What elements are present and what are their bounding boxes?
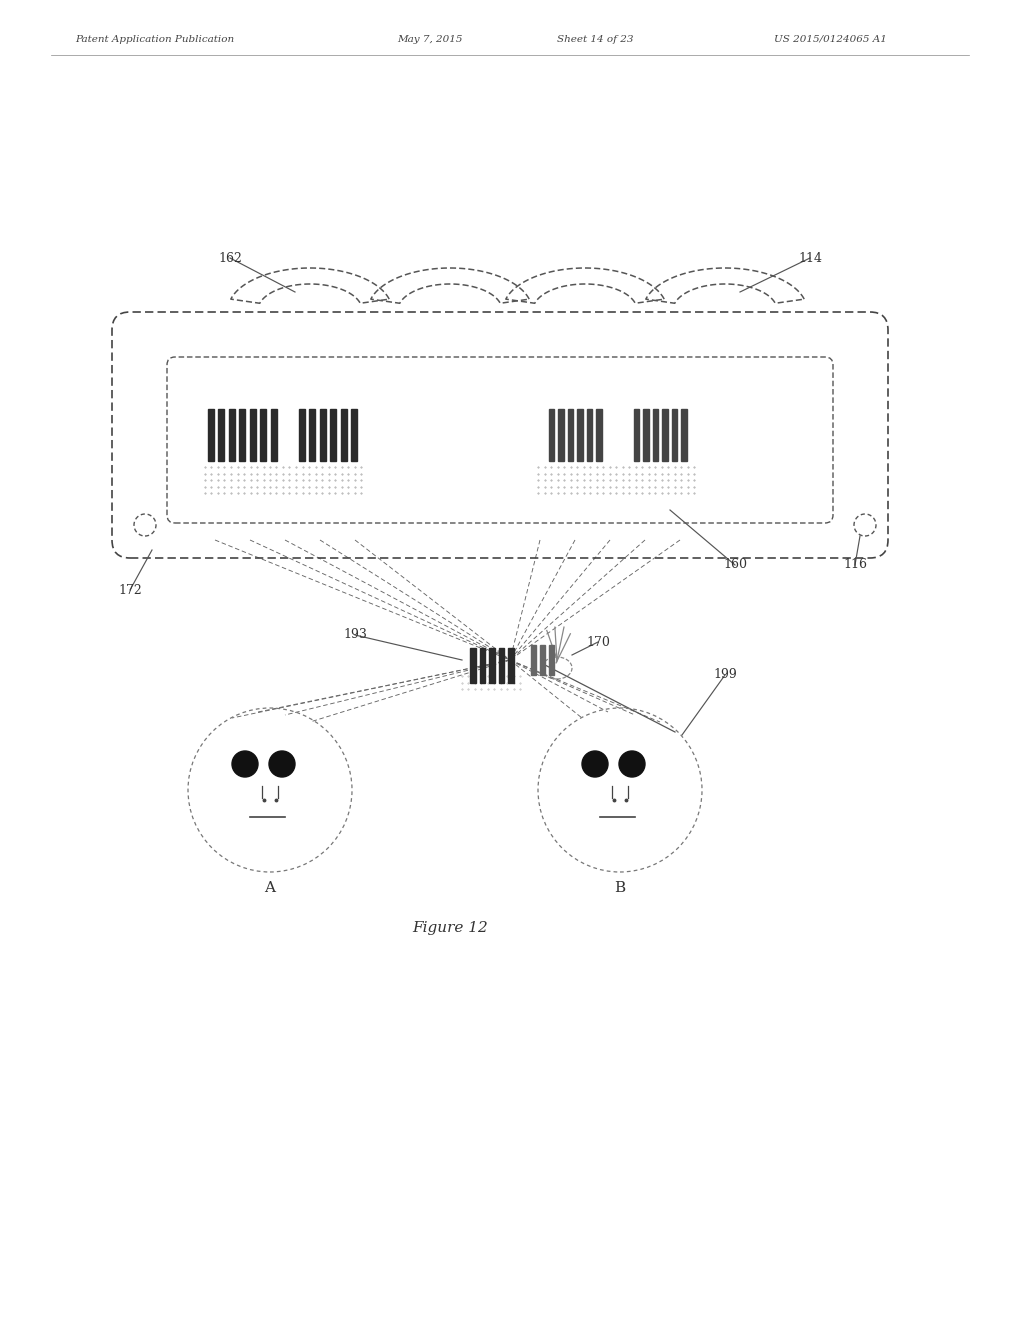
Bar — [270, 409, 276, 461]
Text: US 2015/0124065 A1: US 2015/0124065 A1 — [772, 36, 886, 44]
Text: 193: 193 — [342, 628, 367, 642]
Circle shape — [619, 751, 644, 777]
Bar — [218, 409, 224, 461]
Bar — [586, 409, 591, 461]
Circle shape — [582, 751, 607, 777]
Bar — [340, 409, 346, 461]
Text: Sheet 14 of 23: Sheet 14 of 23 — [556, 36, 633, 44]
Text: 162: 162 — [218, 252, 242, 264]
Bar — [595, 409, 601, 461]
Text: May 7, 2015: May 7, 2015 — [396, 36, 463, 44]
Bar — [548, 409, 553, 461]
Bar — [299, 409, 305, 461]
Bar — [507, 648, 514, 682]
Bar — [330, 409, 336, 461]
Bar — [567, 409, 573, 461]
Bar — [479, 648, 485, 682]
Bar — [539, 645, 544, 675]
Bar — [228, 409, 234, 461]
Bar — [557, 409, 562, 461]
Text: 160: 160 — [722, 558, 746, 572]
Bar — [207, 409, 213, 461]
Text: 199: 199 — [712, 668, 736, 681]
Bar — [633, 409, 638, 461]
Bar — [577, 409, 582, 461]
Bar — [351, 409, 357, 461]
Bar — [309, 409, 315, 461]
Text: 172: 172 — [118, 583, 142, 597]
Bar — [530, 645, 535, 675]
Bar — [238, 409, 245, 461]
Text: B: B — [613, 880, 625, 895]
Circle shape — [231, 751, 258, 777]
Text: A: A — [264, 880, 275, 895]
Bar — [498, 648, 503, 682]
Circle shape — [269, 751, 294, 777]
Bar — [661, 409, 666, 461]
Bar — [250, 409, 255, 461]
Bar — [548, 645, 553, 675]
Text: Figure 12: Figure 12 — [412, 921, 487, 935]
Bar — [681, 409, 686, 461]
Bar — [319, 409, 325, 461]
Text: 114: 114 — [797, 252, 821, 264]
Text: Patent Application Publication: Patent Application Publication — [75, 36, 234, 44]
Bar — [260, 409, 266, 461]
Bar — [489, 648, 494, 682]
Bar — [642, 409, 648, 461]
Bar — [470, 648, 475, 682]
Text: 170: 170 — [586, 635, 609, 648]
Text: 116: 116 — [842, 558, 866, 572]
Bar — [671, 409, 677, 461]
Bar — [652, 409, 657, 461]
